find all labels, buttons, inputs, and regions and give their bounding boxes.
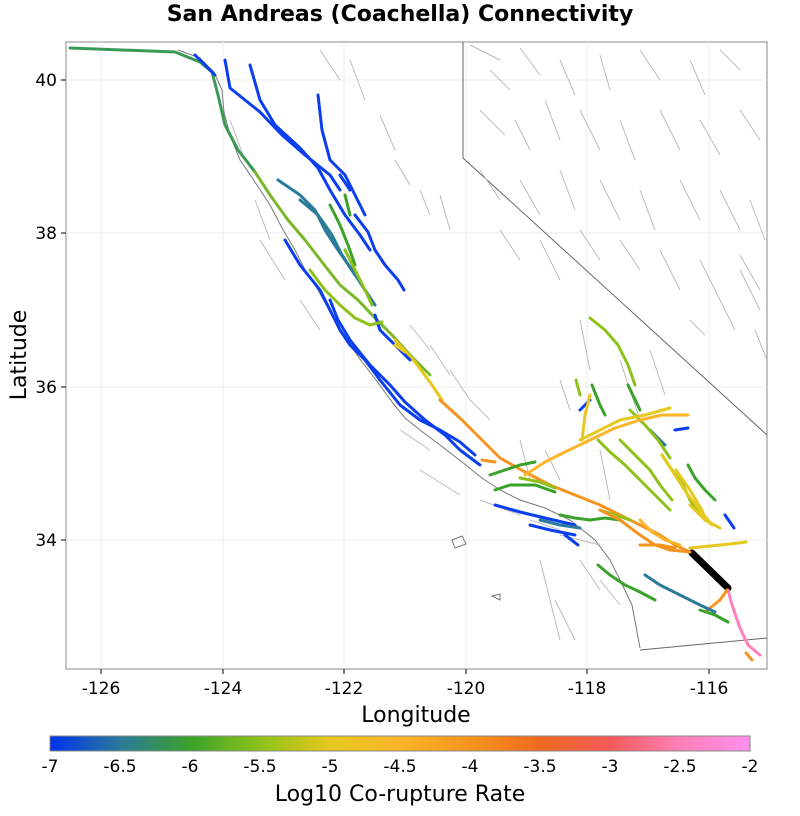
- fault-trace-blue-hayward: [316, 93, 367, 217]
- y-tick-labels: 40 38 36 34: [35, 71, 57, 551]
- fault-section-outlines: [229, 44, 767, 641]
- x-tick-label: -120: [447, 679, 486, 699]
- y-tick-label: 40: [35, 71, 57, 91]
- x-tick-label: -122: [325, 679, 364, 699]
- fault-trace-teal-2: [298, 198, 357, 277]
- fault-trace-yellow-6: [580, 393, 592, 442]
- fault-trace-lime-2: [343, 248, 374, 307]
- fault-trace-green-8: [558, 513, 622, 522]
- fault-trace-green-6: [488, 460, 537, 477]
- fault-trace-green-3: [590, 383, 607, 417]
- fault-trace-yellow-2: [660, 453, 714, 527]
- fault-trace-orange-elsinore: [638, 543, 677, 550]
- fault-trace-green-7: [493, 483, 557, 494]
- fault-trace-green-9: [596, 563, 657, 602]
- fault-trace-yellow-4: [688, 540, 748, 550]
- fault-trace-teal-4: [643, 573, 717, 614]
- fault-trace-blue-south-la: [563, 533, 580, 547]
- fault-trace-cerro-prieto: [744, 651, 754, 662]
- x-tick-label: -116: [690, 679, 729, 699]
- fault-trace-lime-8: [518, 476, 557, 490]
- fault-trace-yellow-1: [578, 406, 672, 442]
- fault-trace-green-5: [686, 463, 717, 502]
- fault-trace-lime-1: [308, 268, 384, 327]
- y-tick-label: 34: [35, 531, 57, 551]
- plot-area: [65, 41, 768, 670]
- colorbar-tick-label: -6: [182, 757, 199, 777]
- x-axis-label: Longitude: [361, 703, 470, 728]
- x-tick-label: -124: [204, 679, 243, 699]
- fault-trace-yellow-7: [393, 343, 407, 354]
- fault-trace-blue-eastbay: [223, 58, 342, 192]
- fault-trace-yellow-3: [674, 468, 705, 514]
- colorbar-tick-label: -2: [742, 757, 759, 777]
- fault-trace-amber-2: [638, 518, 682, 547]
- fault-trace-blue-la-2: [528, 523, 577, 537]
- fault-trace-san-andreas-carrizo: [438, 398, 694, 555]
- fault-trace-blue-green-valley: [338, 173, 352, 192]
- colorbar-tick-label: -4: [462, 757, 479, 777]
- fault-trace-blue-northcoast: [193, 53, 217, 77]
- fault-trace-lime-3: [588, 316, 637, 387]
- fault-trace-amber-garlock: [523, 413, 690, 477]
- y-tick-label: 36: [35, 378, 57, 398]
- x-tick-label: -118: [568, 679, 607, 699]
- colorbar-tick-labels: -7 -6.5 -6 -5.5 -5 -4.5 -4 -3.5 -3 -2.5 …: [42, 757, 759, 777]
- fault-trace-san-andreas-north: [68, 46, 257, 174]
- fault-trace-lime-10: [574, 378, 582, 397]
- fault-trace-lime-4: [596, 438, 672, 512]
- x-tick-labels: -126 -124 -122 -120 -118 -116: [82, 679, 729, 699]
- fault-trace-blue-owens: [673, 426, 690, 432]
- fault-trace-orange-jacinto: [598, 508, 692, 554]
- fault-trace-green-4: [626, 383, 642, 412]
- fault-trace-san-andreas-coachella: [688, 549, 732, 592]
- colorbar-tick-label: -2.5: [663, 757, 696, 777]
- colorbar-tick-label: -7: [42, 757, 59, 777]
- fault-trace-green-1: [328, 203, 357, 267]
- fault-trace-blue-coastal: [248, 63, 372, 252]
- colorbar-label: Log10 Co-rupture Rate: [275, 782, 526, 807]
- colorbar-tick-label: -3: [602, 757, 619, 777]
- colorbar-tick-label: -6.5: [103, 757, 136, 777]
- fault-trace-blue-borrego: [723, 513, 736, 530]
- y-tick-label: 38: [35, 224, 57, 244]
- fault-trace-yellow-5: [688, 503, 722, 530]
- fault-trace-blue-calaveras: [353, 213, 406, 292]
- fault-trace-lime-5: [618, 438, 674, 502]
- map-title: San Andreas (Coachella) Connectivity: [166, 2, 634, 27]
- fault-trace-brawley: [726, 588, 762, 657]
- fault-trace-blue-la-1: [493, 503, 577, 527]
- colorbar-tick-label: -5.5: [243, 757, 276, 777]
- fault-traces: [68, 46, 762, 662]
- fault-trace-orange-3: [480, 458, 497, 464]
- fault-trace-teal-5: [538, 518, 582, 530]
- colorbar: [49, 735, 751, 752]
- fault-trace-green-10: [698, 608, 730, 624]
- fault-trace-blue-rinconada: [328, 298, 482, 467]
- colorbar-tick-label: -3.5: [523, 757, 556, 777]
- x-tick-label: -126: [82, 679, 121, 699]
- y-axis-label: Latitude: [7, 310, 32, 401]
- axis-ticks: [61, 79, 710, 674]
- colorbar-tick-label: -4.5: [383, 757, 416, 777]
- fault-trace-green-2: [343, 193, 352, 217]
- colorbar-tick-label: -5: [322, 757, 339, 777]
